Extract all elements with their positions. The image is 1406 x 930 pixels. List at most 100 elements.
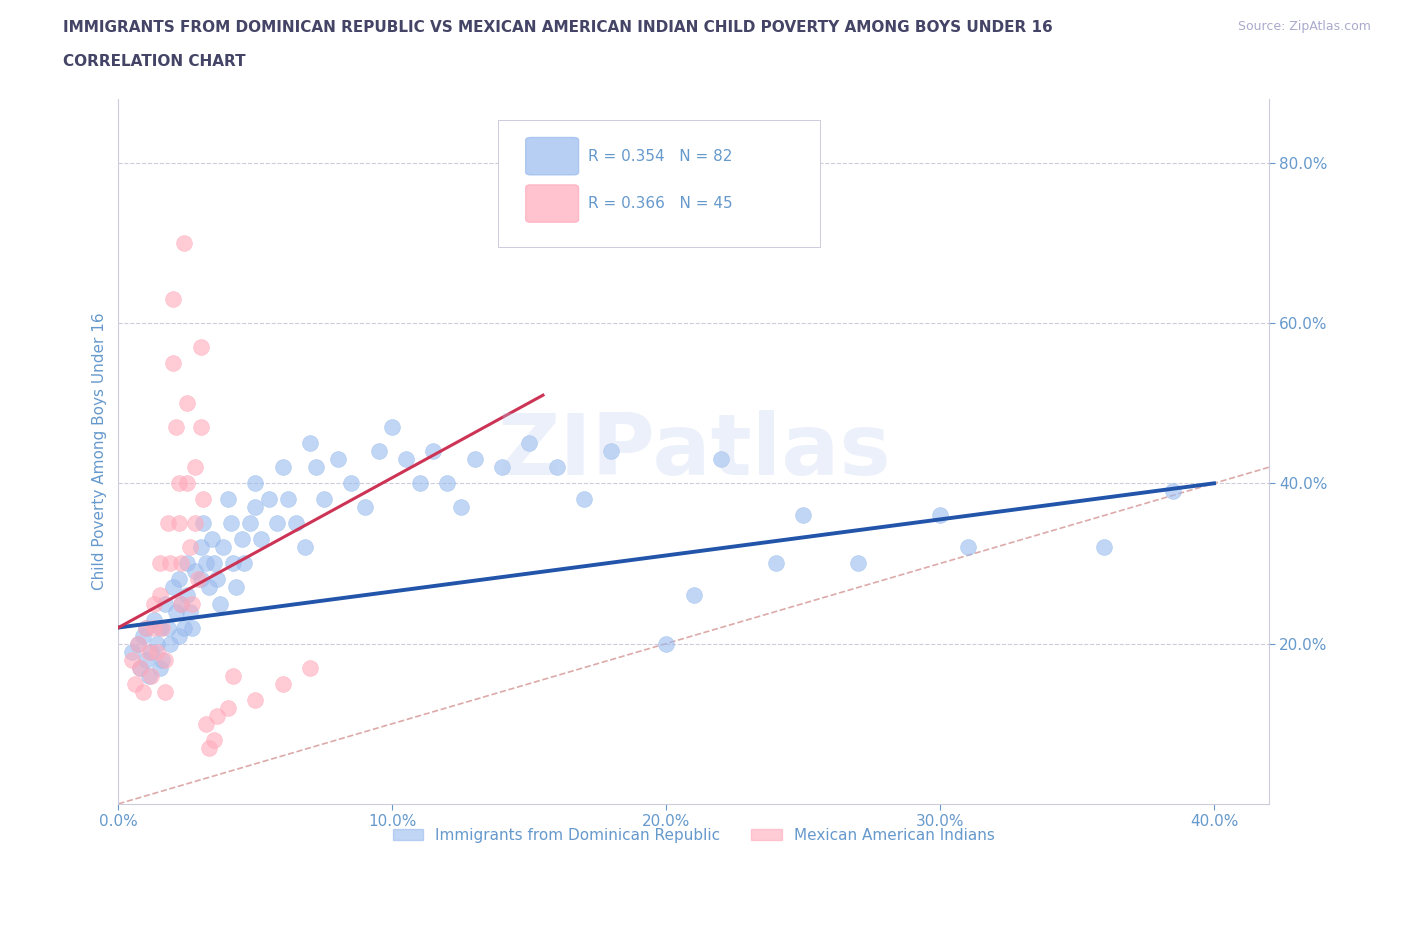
Point — [285, 516, 308, 531]
Point — [124, 676, 146, 691]
Point — [156, 620, 179, 635]
Point — [132, 684, 155, 699]
Point — [153, 652, 176, 667]
Point — [546, 459, 568, 474]
Point — [129, 660, 152, 675]
Point — [184, 459, 207, 474]
Point — [367, 444, 389, 458]
Point — [190, 419, 212, 434]
Point — [195, 716, 218, 731]
Point — [1094, 540, 1116, 555]
Point — [245, 692, 267, 707]
Point — [450, 500, 472, 515]
Point — [225, 580, 247, 595]
Point — [162, 355, 184, 370]
Point — [135, 620, 157, 635]
Point — [305, 459, 328, 474]
Point — [148, 588, 170, 603]
Point — [239, 516, 262, 531]
Point — [217, 492, 239, 507]
Point — [156, 516, 179, 531]
Point — [217, 700, 239, 715]
Point — [190, 339, 212, 354]
Point — [245, 476, 267, 491]
Point — [184, 564, 207, 578]
Point — [231, 532, 253, 547]
Point — [271, 459, 294, 474]
Point — [162, 292, 184, 307]
Point — [181, 620, 204, 635]
Point — [422, 444, 444, 458]
FancyBboxPatch shape — [498, 120, 820, 246]
Point — [167, 572, 190, 587]
Point — [395, 452, 418, 467]
Point — [682, 588, 704, 603]
Text: R = 0.366   N = 45: R = 0.366 N = 45 — [588, 196, 733, 211]
Point — [141, 668, 163, 683]
Y-axis label: Child Poverty Among Boys Under 16: Child Poverty Among Boys Under 16 — [93, 312, 107, 590]
Point — [205, 709, 228, 724]
Point — [956, 540, 979, 555]
Point — [219, 516, 242, 531]
Point — [294, 540, 316, 555]
Point — [202, 556, 225, 571]
Point — [517, 436, 540, 451]
Point — [271, 676, 294, 691]
Point — [167, 628, 190, 643]
Point — [846, 556, 869, 571]
Point — [200, 532, 222, 547]
Point — [165, 604, 187, 619]
Point — [143, 612, 166, 627]
Point — [176, 396, 198, 411]
Point — [173, 235, 195, 250]
Point — [190, 572, 212, 587]
Point — [710, 452, 733, 467]
Point — [211, 540, 233, 555]
Point — [299, 660, 322, 675]
Point — [354, 500, 377, 515]
Point — [176, 588, 198, 603]
Point — [162, 580, 184, 595]
Point — [257, 492, 280, 507]
Point — [181, 596, 204, 611]
Point — [765, 556, 787, 571]
Point — [141, 644, 163, 659]
Point — [135, 620, 157, 635]
Text: Source: ZipAtlas.com: Source: ZipAtlas.com — [1237, 20, 1371, 33]
Point — [153, 684, 176, 699]
Point — [143, 620, 166, 635]
Point — [159, 556, 181, 571]
Point — [148, 660, 170, 675]
Point — [127, 636, 149, 651]
FancyBboxPatch shape — [526, 138, 579, 175]
Point — [135, 652, 157, 667]
Point — [127, 636, 149, 651]
Point — [463, 452, 485, 467]
Point — [792, 508, 814, 523]
Point — [170, 596, 193, 611]
Point — [277, 492, 299, 507]
Point — [202, 732, 225, 747]
Point — [198, 740, 221, 755]
Point — [143, 596, 166, 611]
Text: ZIPatlas: ZIPatlas — [496, 410, 890, 493]
Point — [250, 532, 273, 547]
Point — [184, 516, 207, 531]
Point — [146, 636, 169, 651]
Point — [198, 580, 221, 595]
Point — [409, 476, 432, 491]
Point — [1161, 484, 1184, 498]
Point — [222, 668, 245, 683]
Point — [190, 540, 212, 555]
Point — [312, 492, 335, 507]
Point — [159, 636, 181, 651]
Point — [299, 436, 322, 451]
Point — [138, 668, 160, 683]
Point — [138, 644, 160, 659]
Point — [121, 644, 143, 659]
Point — [340, 476, 363, 491]
Point — [129, 660, 152, 675]
Point — [132, 628, 155, 643]
Point — [929, 508, 952, 523]
Text: IMMIGRANTS FROM DOMINICAN REPUBLIC VS MEXICAN AMERICAN INDIAN CHILD POVERTY AMON: IMMIGRANTS FROM DOMINICAN REPUBLIC VS ME… — [63, 20, 1053, 35]
